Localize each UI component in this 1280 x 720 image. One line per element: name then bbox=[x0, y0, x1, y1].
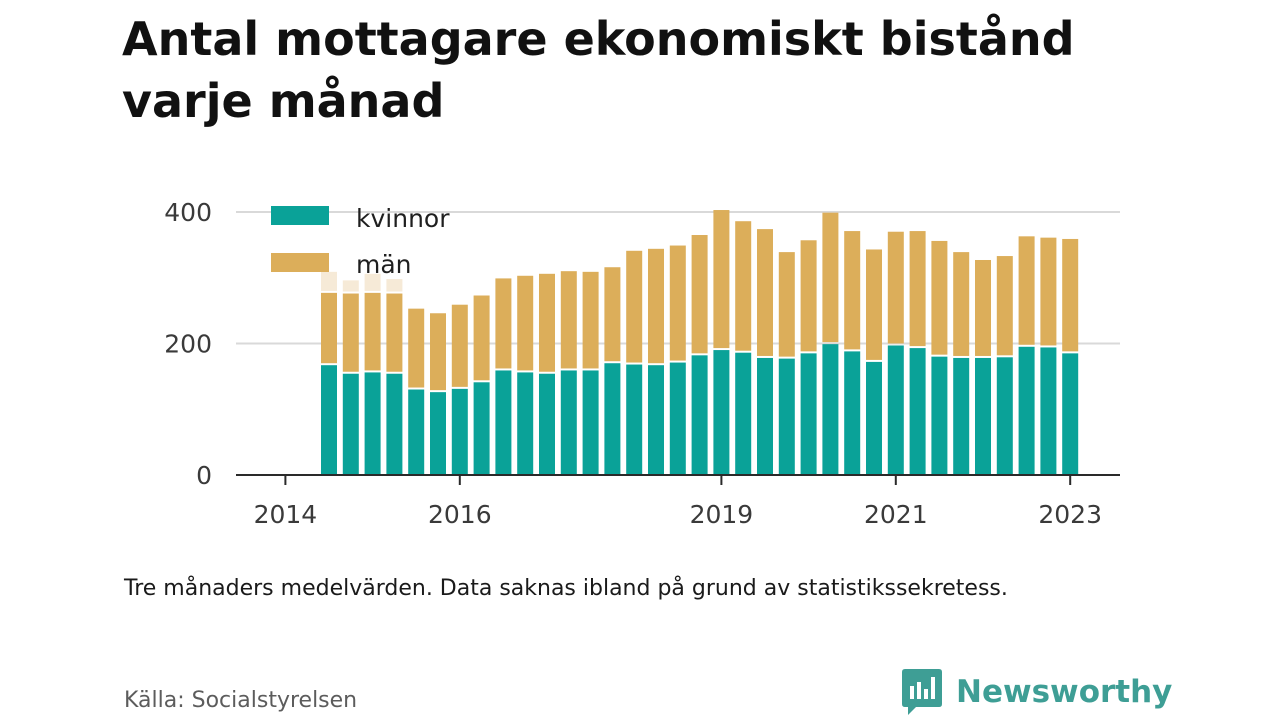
bar-segment-man-2015-Q4 bbox=[430, 313, 446, 391]
bar-segment-man-2016-Q3 bbox=[495, 278, 512, 369]
bar-segment-kvinnor-2018-Q4 bbox=[691, 355, 708, 475]
bar-segment-kvinnor-2016-Q2 bbox=[473, 382, 490, 475]
axes: 0 200 400 2014 2016 2019 2021 2023 bbox=[164, 198, 1120, 529]
bar-segment-kvinnor-2023-Q1 bbox=[1062, 353, 1079, 475]
bar-segment-kvinnor-2021-Q4 bbox=[953, 357, 970, 475]
bar-segment-man-2015-Q3 bbox=[408, 308, 425, 388]
x-tick-label: 2019 bbox=[690, 500, 754, 529]
bar-segment-kvinnor-2018-Q2 bbox=[648, 365, 664, 475]
bar-segment-man-2016-Q2 bbox=[473, 295, 490, 381]
bar-segment-kvinnor-2015-Q3 bbox=[408, 389, 425, 475]
bar-segment-kvinnor-2022-Q4 bbox=[1040, 347, 1057, 475]
bar-segment-kvinnor-2017-Q2 bbox=[560, 370, 577, 475]
bar-segment-man-2018-Q1 bbox=[626, 250, 643, 363]
bar-segment-kvinnor-2022-Q1 bbox=[975, 357, 991, 475]
bar-segment-man-2020-Q3 bbox=[844, 231, 861, 350]
bar-segment-man-2014-Q3 bbox=[321, 292, 337, 364]
bar-segment-man-2022-Q3 bbox=[1018, 236, 1035, 345]
bar-segment-kvinnor-2022-Q3 bbox=[1018, 346, 1035, 475]
bar-segment-kvinnor-2018-Q1 bbox=[626, 364, 643, 475]
bar-segment-man-2016-Q4 bbox=[517, 275, 534, 371]
bar-segment-man-2018-Q3 bbox=[669, 245, 686, 361]
bars bbox=[321, 210, 1079, 475]
bar-segment-kvinnor-2019-Q3 bbox=[757, 357, 773, 475]
bar-segment-kvinnor-2017-Q4 bbox=[604, 363, 621, 475]
chart-note: Tre månaders medelvärden. Data saknas ib… bbox=[124, 576, 1008, 601]
bar-segment-man-2019-Q4 bbox=[778, 252, 795, 357]
x-tick-label: 2023 bbox=[1038, 500, 1102, 529]
bar-segment-man-2017-Q1 bbox=[539, 273, 555, 372]
bar-segment-suppressed-2014-Q4 bbox=[342, 280, 359, 292]
bar-segment-kvinnor-2019-Q4 bbox=[778, 358, 795, 475]
bar-segment-man-2022-Q4 bbox=[1040, 237, 1057, 346]
bar-segment-man-2017-Q2 bbox=[560, 271, 577, 369]
bar-segment-kvinnor-2017-Q1 bbox=[539, 373, 555, 475]
bar-segment-suppressed-2015-Q1 bbox=[364, 273, 381, 291]
bar-segment-kvinnor-2014-Q4 bbox=[342, 373, 359, 475]
y-tick-label: 0 bbox=[196, 461, 212, 490]
legend: kvinnor män bbox=[271, 204, 450, 279]
bar-segment-man-2016-Q1 bbox=[451, 304, 468, 387]
legend-swatch-man bbox=[271, 253, 329, 272]
bar-segment-kvinnor-2015-Q2 bbox=[386, 373, 403, 475]
bar-segment-man-2021-Q3 bbox=[931, 240, 948, 355]
bar-segment-man-2018-Q4 bbox=[691, 235, 708, 354]
bar-segment-kvinnor-2017-Q3 bbox=[582, 370, 599, 475]
bar-segment-kvinnor-2021-Q3 bbox=[931, 356, 948, 475]
bar-segment-man-2020-Q4 bbox=[866, 249, 882, 360]
bar-segment-kvinnor-2015-Q4 bbox=[430, 392, 446, 475]
bar-segment-man-2020-Q2 bbox=[822, 212, 839, 343]
bar-segment-kvinnor-2020-Q4 bbox=[866, 361, 882, 475]
bar-segment-kvinnor-2021-Q2 bbox=[909, 348, 926, 475]
bar-segment-man-2023-Q1 bbox=[1062, 238, 1079, 352]
bar-segment-kvinnor-2020-Q3 bbox=[844, 351, 861, 475]
bar-segment-suppressed-2015-Q2 bbox=[386, 279, 403, 292]
bar-segment-man-2022-Q1 bbox=[975, 259, 991, 356]
bar-segment-man-2017-Q3 bbox=[582, 271, 599, 369]
bar-segment-kvinnor-2022-Q2 bbox=[996, 357, 1013, 475]
bar-segment-man-2020-Q1 bbox=[800, 240, 817, 352]
bar-segment-kvinnor-2019-Q2 bbox=[735, 352, 752, 475]
bar-segment-kvinnor-2020-Q2 bbox=[822, 344, 839, 475]
bar-segment-man-2019-Q3 bbox=[757, 229, 773, 356]
bar-segment-man-2015-Q2 bbox=[386, 293, 403, 372]
y-tick-label: 400 bbox=[164, 198, 212, 227]
bar-segment-man-2021-Q4 bbox=[953, 252, 970, 356]
bar-segment-man-2019-Q1 bbox=[713, 210, 730, 349]
bar-segment-man-2017-Q4 bbox=[604, 267, 621, 362]
brand-logo[interactable]: Newsworthy bbox=[902, 668, 1172, 716]
bar-segment-suppressed-2014-Q3 bbox=[321, 271, 337, 291]
bar-segment-man-2018-Q2 bbox=[648, 248, 664, 364]
bar-segment-kvinnor-2020-Q1 bbox=[800, 353, 817, 475]
bar-segment-man-2021-Q1 bbox=[887, 231, 904, 344]
bar-segment-kvinnor-2016-Q3 bbox=[495, 370, 512, 475]
legend-label-man: män bbox=[356, 250, 412, 279]
y-tick-label: 200 bbox=[164, 330, 212, 359]
source-credit: Källa: Socialstyrelsen bbox=[124, 688, 358, 713]
legend-label-kvinnor: kvinnor bbox=[356, 204, 450, 233]
bar-segment-kvinnor-2016-Q4 bbox=[517, 372, 534, 475]
bar-segment-man-2022-Q2 bbox=[996, 256, 1013, 356]
bar-segment-kvinnor-2019-Q1 bbox=[713, 350, 730, 475]
bar-segment-kvinnor-2015-Q1 bbox=[364, 372, 381, 475]
bar-segment-man-2019-Q2 bbox=[735, 221, 752, 351]
x-tick-label: 2016 bbox=[428, 500, 492, 529]
bar-segment-man-2014-Q4 bbox=[342, 293, 359, 372]
bar-segment-kvinnor-2018-Q3 bbox=[669, 362, 686, 475]
bar-segment-man-2021-Q2 bbox=[909, 231, 926, 347]
x-tick-label: 2014 bbox=[254, 500, 318, 529]
bar-segment-kvinnor-2016-Q1 bbox=[451, 388, 468, 475]
chart-title: Antal mottagare ekonomiskt bistånd varje… bbox=[122, 12, 1075, 128]
bar-chart-speech-bubble-icon bbox=[902, 669, 942, 715]
brand-name: Newsworthy bbox=[956, 674, 1173, 710]
legend-swatch-kvinnor bbox=[271, 206, 329, 225]
bar-segment-kvinnor-2014-Q3 bbox=[321, 365, 337, 475]
bar-segment-man-2015-Q1 bbox=[364, 292, 381, 371]
x-tick-label: 2021 bbox=[864, 500, 928, 529]
bar-segment-kvinnor-2021-Q1 bbox=[887, 345, 904, 475]
